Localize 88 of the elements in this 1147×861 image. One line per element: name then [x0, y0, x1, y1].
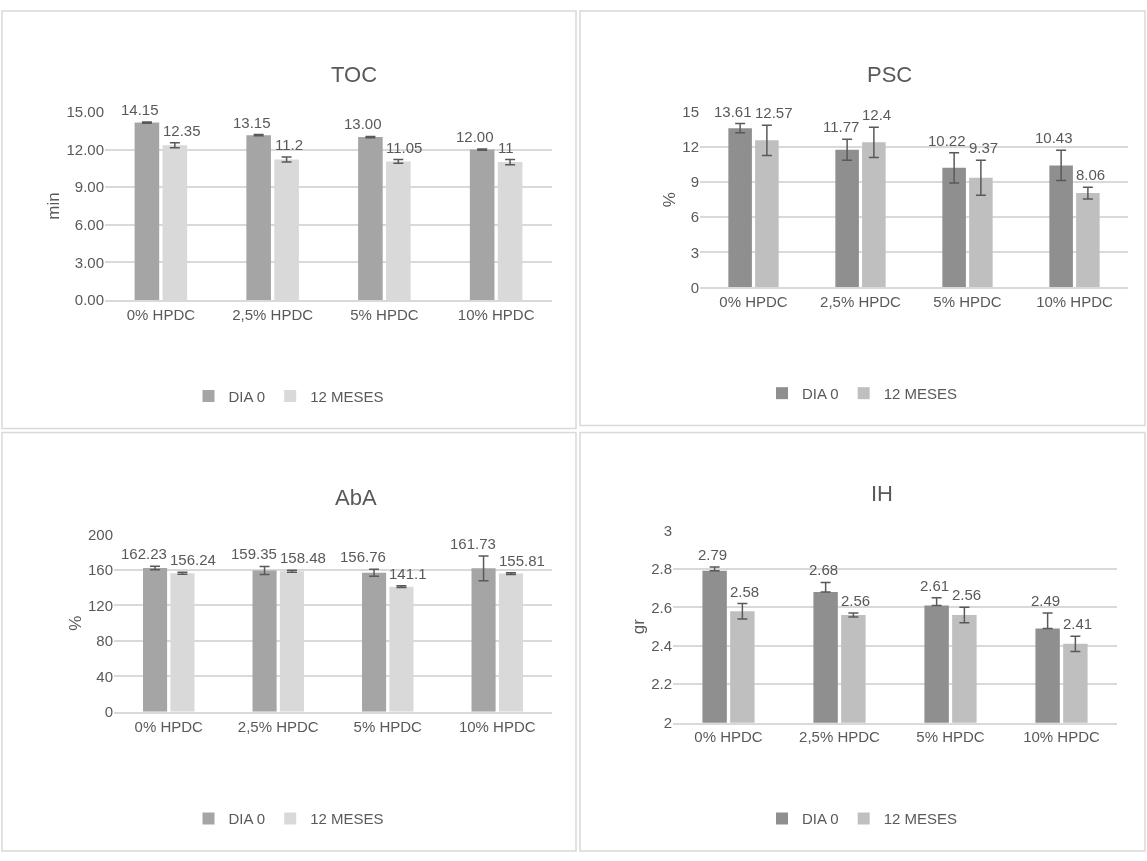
data-label: 2.61	[920, 577, 950, 594]
x-tick-label: 10% HPDC	[1023, 728, 1101, 746]
data-label: 10.22	[928, 132, 966, 149]
y-tick-label: 0.00	[74, 291, 104, 309]
data-label: 12.00	[456, 128, 494, 145]
y-axis-title: %	[65, 615, 85, 631]
x-tick-label: 2,5% HPDC	[232, 305, 314, 323]
data-label: 158.48	[280, 549, 326, 566]
data-label: 9.37	[969, 139, 999, 156]
x-tick-label: 0% HPDC	[719, 293, 788, 311]
y-tick-label: 0	[104, 703, 113, 721]
y-tick-label: 2.4	[651, 637, 672, 655]
y-axis-title: min	[44, 192, 63, 220]
data-label: 12.35	[163, 122, 201, 139]
data-label: 2.49	[1031, 592, 1061, 609]
data-label: 162.23	[121, 545, 167, 562]
y-axis-title: %	[659, 192, 679, 208]
data-label: 161.73	[450, 535, 496, 552]
data-label: 13.15	[233, 114, 271, 131]
y-tick-label: 0	[690, 278, 699, 296]
data-label: 2.68	[809, 561, 839, 578]
y-tick-label: 12	[682, 138, 699, 156]
x-tick-label: 5% HPDC	[933, 293, 1002, 311]
x-tick-label: 10% HPDC	[457, 305, 535, 323]
data-label: 11.2	[275, 136, 304, 153]
y-tick-label: 15.00	[66, 103, 104, 121]
chart-title: TOC	[331, 62, 378, 87]
data-label: 13.00	[344, 115, 382, 132]
chart-title: PSC	[867, 62, 913, 87]
data-label: 12.4	[862, 106, 892, 123]
y-tick-label: 160	[87, 561, 113, 579]
data-label: 2.56	[841, 592, 871, 609]
x-tick-label: 10% HPDC	[458, 717, 536, 735]
data-label: 141.1	[389, 565, 427, 582]
data-label: 14.15	[121, 101, 159, 118]
y-tick-label: 80	[96, 632, 113, 650]
y-tick-label: 3	[690, 243, 699, 261]
chart-title: AbA	[335, 485, 377, 510]
legend-label: DIA 0	[228, 387, 266, 405]
x-tick-label: 10% HPDC	[1036, 293, 1114, 311]
x-tick-label: 2,5% HPDC	[799, 728, 881, 746]
y-tick-label: 2.6	[651, 598, 672, 616]
y-tick-label: 40	[96, 667, 113, 685]
data-label: 13.61	[714, 103, 752, 120]
data-label: 11.77	[823, 118, 860, 135]
y-tick-label: 3.00	[74, 253, 104, 271]
x-tick-label: 0% HPDC	[694, 728, 763, 746]
legend-label: 12 MESES	[883, 385, 958, 403]
y-tick-label: 2	[663, 713, 672, 731]
legend-label: DIA 0	[228, 810, 266, 828]
x-tick-label: 2,5% HPDC	[820, 293, 902, 311]
chart-title: IH	[871, 481, 893, 506]
data-label: 11	[498, 139, 514, 156]
x-tick-label: 2,5% HPDC	[237, 717, 319, 735]
data-label: 12.57	[755, 104, 793, 121]
data-label: 2.41	[1063, 615, 1093, 632]
x-tick-label: 0% HPDC	[126, 305, 196, 323]
y-tick-label: 12.00	[66, 140, 104, 158]
y-tick-label: 15	[682, 103, 699, 121]
data-label: 10.43	[1035, 129, 1073, 146]
y-axis-title: gr	[628, 618, 648, 635]
y-tick-label: 120	[87, 596, 113, 614]
x-tick-label: 5% HPDC	[350, 305, 419, 323]
x-tick-label: 5% HPDC	[916, 728, 985, 746]
y-tick-label: 6.00	[74, 216, 104, 234]
data-label: 156.24	[170, 551, 216, 568]
legend-label: 12 MESES	[883, 810, 958, 828]
data-label: 155.81	[499, 552, 545, 569]
legend-label: DIA 0	[802, 385, 839, 403]
x-tick-label: 0% HPDC	[134, 717, 204, 735]
y-tick-label: 2.2	[651, 675, 672, 693]
x-tick-label: 5% HPDC	[353, 717, 423, 735]
y-tick-label: 200	[87, 525, 113, 543]
data-label: 11.05	[386, 139, 423, 156]
legend-label: DIA 0	[802, 810, 839, 828]
legend-label: 12 MESES	[310, 810, 384, 828]
data-label: 2.58	[730, 583, 760, 600]
legend-label: 12 MESES	[310, 387, 384, 405]
data-label: 8.06	[1076, 166, 1106, 183]
y-tick-label: 6	[690, 208, 699, 226]
y-tick-label: 9.00	[74, 178, 104, 196]
data-label: 159.35	[231, 545, 277, 562]
y-tick-label: 9	[690, 173, 699, 191]
y-tick-label: 2.8	[651, 560, 672, 578]
data-label: 2.79	[698, 546, 728, 563]
data-label: 2.56	[952, 586, 982, 603]
y-tick-label: 3	[663, 521, 672, 539]
data-label: 156.76	[340, 548, 386, 565]
